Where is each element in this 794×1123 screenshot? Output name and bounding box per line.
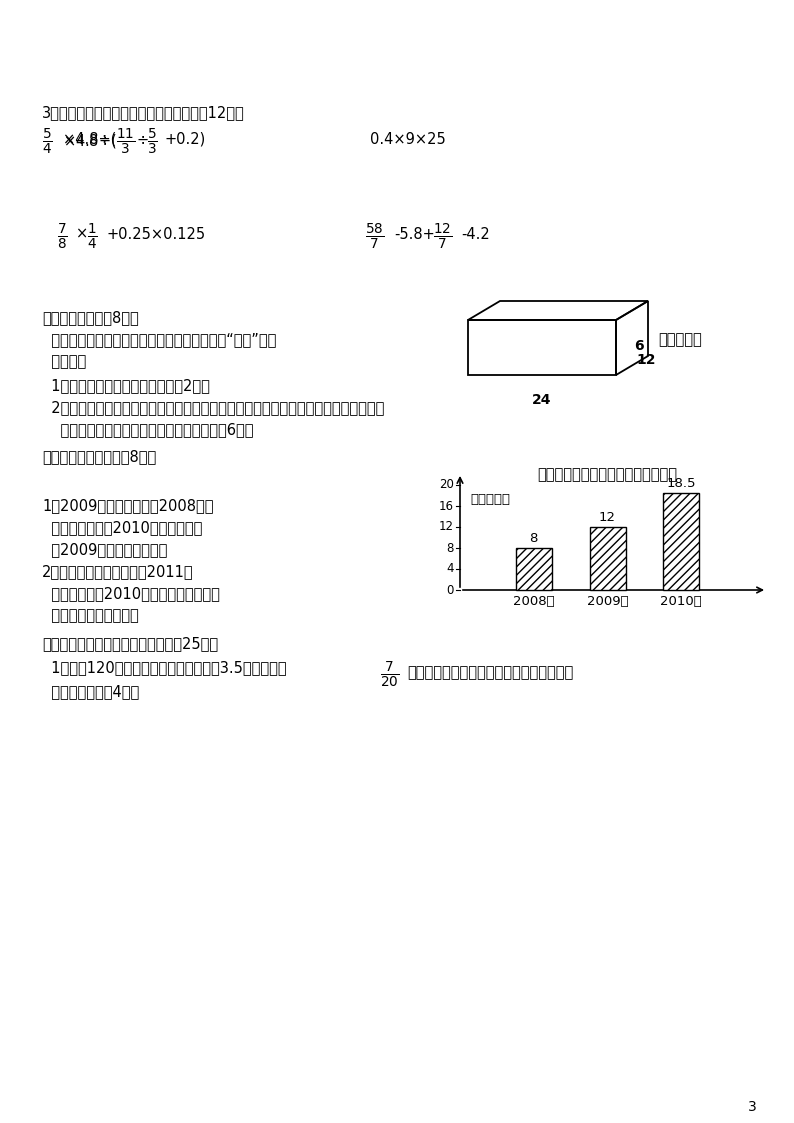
Text: ，按照这样的速度，这块地一共要多少小时: ，按照这样的速度，这块地一共要多少小时 <box>407 665 573 681</box>
Text: 3、下面各题，怎样算简便就怎样算。　（12分）: 3、下面各题，怎样算简便就怎样算。 （12分） <box>42 104 245 120</box>
Text: $\frac{58}{7}$: $\frac{58}{7}$ <box>365 222 384 252</box>
Text: 12: 12 <box>599 511 616 524</box>
Text: 某旅游城市近几年来游客人数统计图: 某旅游城市近几年来游客人数统计图 <box>538 467 677 482</box>
Text: 2010年: 2010年 <box>661 595 702 608</box>
Text: ÷: ÷ <box>136 133 148 147</box>
Text: 1、共有（　　　　）种切法。（2分）: 1、共有（ ）种切法。（2分） <box>42 378 210 393</box>
Text: 才能收割完？（4分）: 才能收割完？（4分） <box>42 684 139 699</box>
Text: 2、怎样切，使切成三块后的长方体的表面积的和比原来长方体的表面积增加得最多？: 2、怎样切，使切成三块后的长方体的表面积的和比原来长方体的表面积增加得最多？ <box>42 400 384 416</box>
Text: 2、按这样的趋势，你估计2011年: 2、按这样的趋势，你估计2011年 <box>42 564 194 579</box>
Text: 长（　　）％；2010年的游客人数: 长（ ）％；2010年的游客人数 <box>42 520 202 535</box>
Text: 18.5: 18.5 <box>666 477 696 490</box>
Text: 0: 0 <box>446 584 454 596</box>
Text: 8: 8 <box>530 532 538 545</box>
Text: 2008年: 2008年 <box>513 595 554 608</box>
Text: $\frac{7}{20}$: $\frac{7}{20}$ <box>380 660 399 690</box>
Text: -5.8+: -5.8+ <box>394 227 435 241</box>
Text: $\frac{11}{3}$: $\frac{11}{3}$ <box>116 127 135 157</box>
Text: 1、一块120公顿的麦地，一台收割机前3.5小时收割了: 1、一块120公顿的麦地，一台收割机前3.5小时收割了 <box>42 660 287 675</box>
Text: 6: 6 <box>634 338 644 353</box>
Text: 1、2009年的游客人数比2008年增: 1、2009年的游客人数比2008年增 <box>42 497 214 513</box>
Text: 五、动手操作。（8分）: 五、动手操作。（8分） <box>42 310 139 325</box>
Bar <box>663 493 700 590</box>
Text: 有一个长方体，如图，（单位：厘米）现将它“切成”完全: 有一个长方体，如图，（单位：厘米）现将它“切成”完全 <box>42 332 276 347</box>
Text: -4.2: -4.2 <box>461 227 490 241</box>
Text: 长方体。: 长方体。 <box>42 354 87 369</box>
Text: 0.4×9×25: 0.4×9×25 <box>370 133 445 147</box>
Text: $\frac{1}{4}$: $\frac{1}{4}$ <box>87 222 98 252</box>
Text: $\frac{5}{4}$: $\frac{5}{4}$ <box>42 127 52 157</box>
Text: 20: 20 <box>439 478 454 492</box>
Text: $\times$4.8÷(: $\times$4.8÷( <box>63 133 117 150</box>
Text: 4: 4 <box>446 563 454 575</box>
Text: 12: 12 <box>439 520 454 533</box>
Text: $\frac{7}{8}$: $\frac{7}{8}$ <box>57 222 67 252</box>
Text: 比2009年增长（　）％。: 比2009年增长（ ）％。 <box>42 542 168 557</box>
Text: ×4.8÷(: ×4.8÷( <box>63 133 117 147</box>
Text: 将达到（　　）万人。: 将达到（ ）万人。 <box>42 608 139 623</box>
Text: 单位：万人: 单位：万人 <box>470 493 510 506</box>
Text: 游客人数将比2010年增长（　　）％，: 游客人数将比2010年增长（ ）％， <box>42 586 220 601</box>
Text: 16: 16 <box>439 500 454 512</box>
Text: 12: 12 <box>636 353 656 366</box>
Text: 七、应用所学知识解决实际问题。（25分）: 七、应用所学知识解决实际问题。（25分） <box>42 636 218 651</box>
Text: ×: × <box>76 227 88 241</box>
Text: 算一算表面积最多增加了多少平方厘米？（6分）: 算一算表面积最多增加了多少平方厘米？（6分） <box>42 422 253 437</box>
Text: 一样的三个: 一样的三个 <box>658 332 702 347</box>
Text: 8: 8 <box>446 541 454 555</box>
Text: +0.2): +0.2) <box>165 133 206 147</box>
Text: $\frac{12}{7}$: $\frac{12}{7}$ <box>433 222 453 252</box>
Text: 3: 3 <box>748 1101 757 1114</box>
Text: 24: 24 <box>532 393 552 407</box>
Text: 六、旅游中的数学。（8分）: 六、旅游中的数学。（8分） <box>42 449 156 464</box>
Bar <box>589 527 626 590</box>
Text: $\frac{5}{3}$: $\frac{5}{3}$ <box>147 127 158 157</box>
Text: +0.25×0.125: +0.25×0.125 <box>106 227 205 241</box>
Text: 2009年: 2009年 <box>587 595 628 608</box>
Bar <box>516 548 552 590</box>
